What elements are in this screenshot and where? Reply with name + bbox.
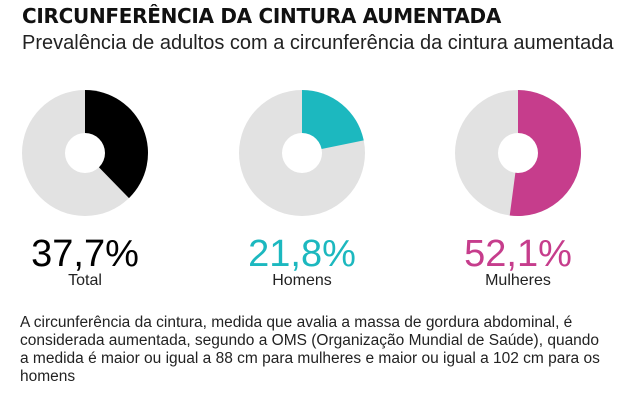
donut-homens: 21,8%Homens	[239, 90, 365, 289]
percent-label: 21,8%	[248, 233, 356, 275]
donut-slice-mulheres	[509, 90, 582, 216]
chart-subtitle: Prevalência de adultos com a circunferên…	[22, 32, 614, 54]
donut-total: 37,7%Total	[22, 90, 149, 289]
category-label: Homens	[272, 272, 332, 289]
donut-charts: 37,7%Total 21,8%Homens 52,1%Mulheres	[22, 90, 582, 289]
donut-hole	[282, 133, 322, 173]
footnote: A circunferência da cintura, medida que …	[20, 314, 600, 385]
donut-hole	[65, 133, 105, 173]
category-label: Total	[68, 272, 102, 289]
category-label: Mulheres	[485, 272, 551, 289]
donut-slice-total	[85, 90, 149, 199]
percent-label: 52,1%	[464, 233, 572, 275]
chart-title: CIRCUNFERÊNCIA DA CINTURA AUMENTADA	[22, 4, 502, 28]
donut-slice-homens	[302, 90, 364, 153]
percent-label: 37,7%	[31, 233, 139, 275]
donut-mulheres: 52,1%Mulheres	[455, 90, 582, 289]
donut-hole	[498, 133, 538, 173]
